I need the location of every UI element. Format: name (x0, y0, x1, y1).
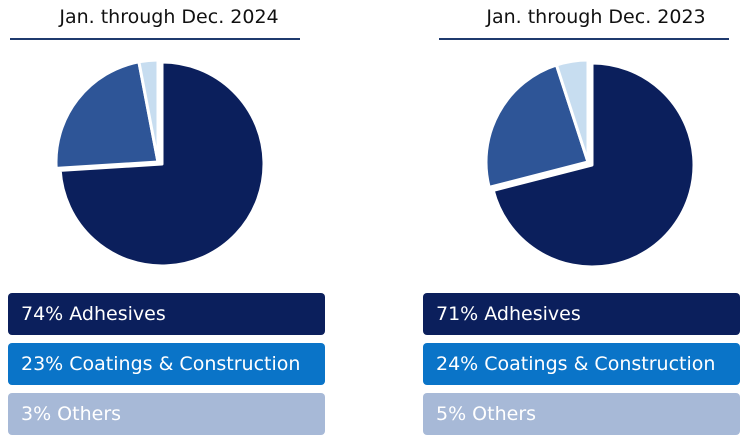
title-underline-2023 (439, 38, 729, 40)
legend-adhesives-2023: 71% Adhesives (423, 293, 740, 335)
pie-slice-adhesives (58, 60, 266, 268)
legend-others-2023: 5% Others (423, 393, 740, 435)
chart-panel-2024: Jan. through Dec. 2024 74% Adhesives 23%… (8, 0, 338, 445)
chart-title-2023: Jan. through Dec. 2023 (486, 6, 706, 28)
legend-coatings-construction-2024: 23% Coatings & Construction (8, 343, 325, 385)
pie-slice-others (554, 58, 590, 164)
pie-slice-coatings-construction (54, 60, 160, 170)
pie-slice-adhesives (491, 61, 696, 269)
pie-chart-2023 (484, 58, 696, 269)
pie-chart-2024 (54, 58, 266, 268)
legend-others-2024: 3% Others (8, 393, 325, 435)
legend-coatings-construction-2023: 24% Coatings & Construction (423, 343, 740, 385)
chart-panel-2023: Jan. through Dec. 2023 71% Adhesives 24%… (423, 0, 752, 445)
title-underline-2024 (10, 38, 300, 40)
pie-slice-others (137, 58, 160, 164)
chart-title-2024: Jan. through Dec. 2024 (59, 6, 279, 28)
pie-slice-coatings-construction (484, 63, 590, 189)
legend-adhesives-2024: 74% Adhesives (8, 293, 325, 335)
